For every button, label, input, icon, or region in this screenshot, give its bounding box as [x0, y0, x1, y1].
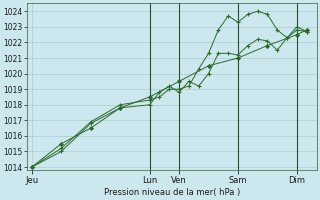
X-axis label: Pression niveau de la mer( hPa ): Pression niveau de la mer( hPa )	[104, 188, 240, 197]
